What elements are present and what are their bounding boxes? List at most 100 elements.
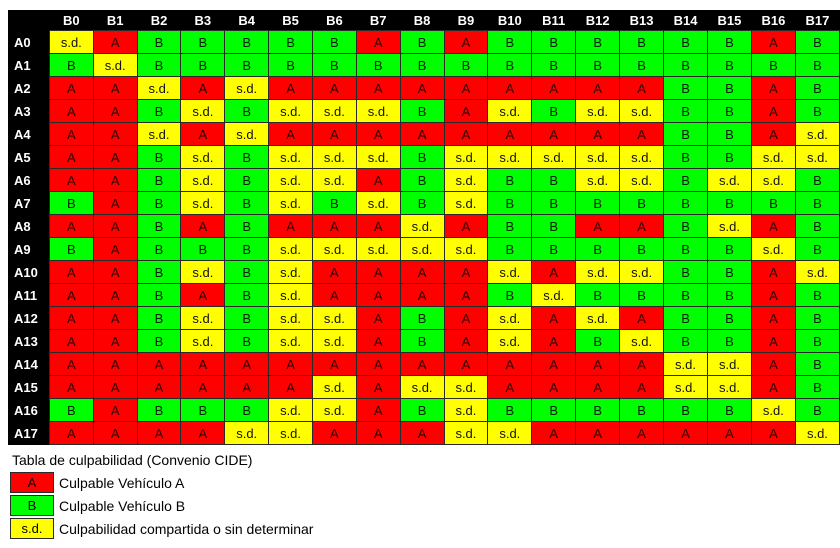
table-cell: s.d. xyxy=(224,76,270,100)
table-cell: s.d. xyxy=(48,30,94,54)
legend-swatch-sd: s.d. xyxy=(10,518,54,539)
table-cell: B xyxy=(794,375,840,399)
row-header-a5: A5 xyxy=(8,145,50,169)
table-cell: A xyxy=(487,76,533,100)
table-cell: B xyxy=(663,76,708,100)
table-cell: B xyxy=(487,237,533,261)
table-cell: s.d. xyxy=(311,375,357,399)
table-cell: A xyxy=(575,122,621,146)
table-cell: A xyxy=(92,122,138,146)
table-cell: s.d. xyxy=(268,421,313,445)
table-cell: B xyxy=(136,329,182,353)
table-cell: B xyxy=(531,53,577,77)
table-cell: s.d. xyxy=(443,375,489,399)
table-row: A0 s.d. A B B B B B A B A B B B B B B A B xyxy=(8,30,840,54)
table-cell: s.d. xyxy=(575,168,621,192)
table-cell: B xyxy=(487,398,533,422)
table-cell: s.d. xyxy=(794,421,840,445)
table-cell: s.d. xyxy=(355,237,401,261)
table-cell: B xyxy=(48,398,94,422)
table-cell: B xyxy=(531,214,577,238)
row-header-a14: A14 xyxy=(8,352,50,376)
table-cell: A xyxy=(619,352,665,376)
table-cell: A xyxy=(92,237,138,261)
table-cell: B xyxy=(575,283,621,307)
table-cell: s.d. xyxy=(311,99,357,123)
table-cell: B xyxy=(487,53,533,77)
table-cell: A xyxy=(92,30,138,54)
table-cell: A xyxy=(531,421,577,445)
table-cell: s.d. xyxy=(794,260,840,284)
column-header-b5: B5 xyxy=(268,10,313,31)
table-cell: B xyxy=(619,237,665,261)
column-header-b4: B4 xyxy=(224,10,269,31)
table-cell: A xyxy=(750,214,796,238)
table-cell: A xyxy=(750,421,796,445)
table-cell: A xyxy=(750,375,796,399)
table-cell: B xyxy=(707,30,752,54)
table-cell: B xyxy=(487,168,533,192)
table-cell: B xyxy=(750,191,796,215)
table-cell: B xyxy=(663,122,708,146)
row-header-a15: A15 xyxy=(8,375,50,399)
column-header-b1: B1 xyxy=(93,10,138,31)
table-cell: s.d. xyxy=(487,260,533,284)
table-cell: B xyxy=(224,306,270,330)
table-cell: s.d. xyxy=(136,122,182,146)
table-cell: s.d. xyxy=(311,306,357,330)
row-header-a2: A2 xyxy=(8,76,50,100)
table-cell: A xyxy=(399,421,445,445)
column-header-b0: B0 xyxy=(49,10,94,31)
table-cell: B xyxy=(224,398,270,422)
table-cell: A xyxy=(48,283,94,307)
table-cell: B xyxy=(136,53,182,77)
table-cell: s.d. xyxy=(180,145,226,169)
table-cell: s.d. xyxy=(268,283,313,307)
table-cell: s.d. xyxy=(707,375,752,399)
table-cell: s.d. xyxy=(707,352,752,376)
table-cell: B xyxy=(575,191,621,215)
table-cell: B xyxy=(707,237,752,261)
table-cell: A xyxy=(92,191,138,215)
table-cell: A xyxy=(180,283,226,307)
table-cell: s.d. xyxy=(794,145,840,169)
table-cell: s.d. xyxy=(619,329,665,353)
table-cell: A xyxy=(92,168,138,192)
table-cell: s.d. xyxy=(268,306,313,330)
table-cell: A xyxy=(311,76,357,100)
row-header-a0: A0 xyxy=(8,30,50,54)
table-cell: B xyxy=(136,260,182,284)
table-cell: B xyxy=(663,306,708,330)
table-cell: s.d. xyxy=(487,145,533,169)
table-cell: A xyxy=(48,145,94,169)
row-header-a12: A12 xyxy=(8,306,50,330)
table-cell: B xyxy=(663,191,708,215)
table-cell: A xyxy=(355,122,401,146)
table-cell: A xyxy=(180,352,226,376)
table-cell: A xyxy=(224,352,270,376)
table-cell: A xyxy=(750,122,796,146)
table-cell: A xyxy=(268,122,313,146)
table-cell: B xyxy=(487,191,533,215)
table-cell: A xyxy=(355,306,401,330)
table-cell: s.d. xyxy=(443,237,489,261)
table-cell: s.d. xyxy=(707,168,752,192)
table-cell: B xyxy=(707,145,752,169)
table-cell: s.d. xyxy=(268,191,313,215)
table-cell: B xyxy=(399,191,445,215)
table-cell: B xyxy=(794,398,840,422)
table-cell: B xyxy=(224,329,270,353)
table-cell: s.d. xyxy=(311,145,357,169)
table-cell: s.d. xyxy=(180,191,226,215)
table-cell: A xyxy=(487,375,533,399)
table-cell: A xyxy=(268,76,313,100)
table-cell: s.d. xyxy=(355,99,401,123)
table-cell: A xyxy=(355,421,401,445)
table-cell: B xyxy=(224,237,270,261)
table-cell: s.d. xyxy=(136,76,182,100)
table-cell: s.d. xyxy=(311,329,357,353)
